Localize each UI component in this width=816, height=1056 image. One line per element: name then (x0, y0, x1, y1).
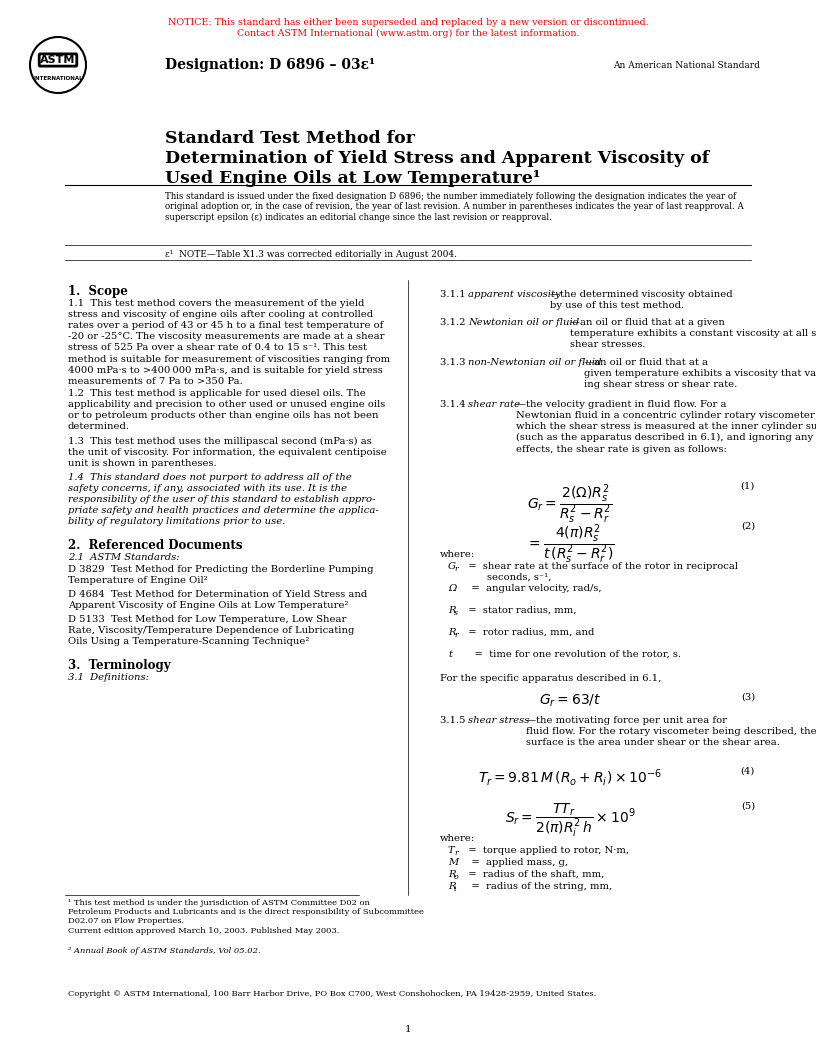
Text: =  radius of the string, mm,: = radius of the string, mm, (462, 882, 612, 891)
Text: ² Annual Book of ASTM Standards, Vol 05.02.: ² Annual Book of ASTM Standards, Vol 05.… (68, 947, 260, 955)
Text: Designation: D 6896 – 03ε¹: Designation: D 6896 – 03ε¹ (165, 58, 375, 72)
Text: —the motivating force per unit area for
fluid flow. For the rotary viscometer be: —the motivating force per unit area for … (526, 716, 816, 748)
Text: R: R (448, 870, 455, 879)
Text: =  time for one revolution of the rotor, s.: = time for one revolution of the rotor, … (462, 650, 681, 659)
Text: where:: where: (440, 834, 475, 843)
Text: For the specific apparatus described in 6.1,: For the specific apparatus described in … (440, 674, 662, 683)
Text: 1.4  This standard does not purport to address all of the
safety concerns, if an: 1.4 This standard does not purport to ad… (68, 473, 379, 526)
Text: Copyright © ASTM International, 100 Barr Harbor Drive, PO Box C700, West Conshoh: Copyright © ASTM International, 100 Barr… (68, 991, 596, 998)
Text: r: r (454, 849, 458, 857)
Text: =  rotor radius, mm, and: = rotor radius, mm, and (462, 628, 594, 637)
Text: Used Engine Oils at Low Temperature¹: Used Engine Oils at Low Temperature¹ (165, 170, 540, 187)
Text: =  torque applied to rotor, N·m,: = torque applied to rotor, N·m, (462, 846, 629, 855)
Text: This standard is issued under the fixed designation D 6896; the number immediate: This standard is issued under the fixed … (165, 192, 743, 222)
Text: —the velocity gradient in fluid flow. For a
Newtonian fluid in a concentric cyli: —the velocity gradient in fluid flow. Fo… (516, 400, 816, 454)
Text: shear stress: shear stress (468, 716, 530, 725)
Text: —an oil or fluid that at a
given temperature exhibits a viscosity that varies wi: —an oil or fluid that at a given tempera… (584, 358, 816, 390)
Text: =  stator radius, mm,: = stator radius, mm, (462, 606, 576, 615)
Text: shear rate: shear rate (468, 400, 520, 409)
Text: =  applied mass, g,: = applied mass, g, (462, 857, 568, 867)
Text: 1.1  This test method covers the measurement of the yield
stress and viscosity o: 1.1 This test method covers the measurem… (68, 299, 390, 385)
Text: D 3829  Test Method for Predicting the Borderline Pumping
Temperature of Engine : D 3829 Test Method for Predicting the Bo… (68, 565, 374, 585)
Text: ASTM: ASTM (42, 57, 73, 67)
Text: 3.1.5: 3.1.5 (440, 716, 472, 725)
Text: $T_r = 9.81\,M\,(R_o + R_i) \times 10^{-6}$: $T_r = 9.81\,M\,(R_o + R_i) \times 10^{-… (478, 767, 662, 788)
Text: s: s (454, 609, 458, 617)
Text: 3.1.2: 3.1.2 (440, 318, 472, 327)
Text: 1: 1 (405, 1025, 411, 1034)
Text: (2): (2) (741, 522, 755, 531)
Text: 2.1  ASTM Standards:: 2.1 ASTM Standards: (68, 553, 180, 562)
Text: 1.2  This test method is applicable for used diesel oils. The
applicability and : 1.2 This test method is applicable for u… (68, 389, 385, 431)
Text: (4): (4) (741, 767, 755, 776)
Text: D 5133  Test Method for Low Temperature, Low Shear
Rate, Viscosity/Temperature D: D 5133 Test Method for Low Temperature, … (68, 615, 354, 646)
Text: T: T (448, 846, 455, 855)
Text: R: R (448, 882, 455, 891)
Text: 3.  Terminology: 3. Terminology (68, 659, 171, 672)
Text: 3.1.4: 3.1.4 (440, 400, 472, 409)
Text: ¹ This test method is under the jurisdiction of ASTM Committee D02 on
Petroleum : ¹ This test method is under the jurisdic… (68, 899, 424, 935)
Text: An American National Standard: An American National Standard (613, 60, 760, 70)
Text: NOTICE: This standard has either been superseded and replaced by a new version o: NOTICE: This standard has either been su… (167, 18, 649, 38)
Text: r: r (454, 631, 458, 639)
Text: $S_r = \dfrac{TT_r}{2(\pi)R_i^2\,h} \times 10^9$: $S_r = \dfrac{TT_r}{2(\pi)R_i^2\,h} \tim… (505, 802, 635, 840)
Text: (3): (3) (741, 693, 755, 702)
Text: R: R (448, 606, 455, 615)
Text: =  radius of the shaft, mm,: = radius of the shaft, mm, (462, 870, 605, 879)
Text: Determination of Yield Stress and Apparent Viscosity of: Determination of Yield Stress and Appare… (165, 150, 709, 167)
Text: r: r (454, 565, 458, 573)
Text: =  shear rate at the surface of the rotor in reciprocal
        seconds, s⁻¹,: = shear rate at the surface of the rotor… (462, 562, 738, 582)
Text: =  angular velocity, rad/s,: = angular velocity, rad/s, (462, 584, 601, 593)
Text: where:: where: (440, 550, 475, 559)
Text: Ω: Ω (448, 584, 456, 593)
Text: D 4684  Test Method for Determination of Yield Stress and
Apparent Viscosity of : D 4684 Test Method for Determination of … (68, 590, 367, 610)
Text: 1.3  This test method uses the millipascal second (mPa·s) as
the unit of viscosi: 1.3 This test method uses the millipasca… (68, 437, 387, 468)
Text: non-Newtonian oil or fluid: non-Newtonian oil or fluid (468, 358, 601, 367)
Text: R: R (448, 628, 455, 637)
Text: $G_r = \dfrac{2(\Omega)R_s^2}{R_s^2 - R_r^2}$: $G_r = \dfrac{2(\Omega)R_s^2}{R_s^2 - R_… (527, 482, 613, 526)
Text: —the determined viscosity obtained
by use of this test method.: —the determined viscosity obtained by us… (550, 290, 733, 310)
Text: ASTM: ASTM (40, 55, 76, 65)
Text: $= \dfrac{4(\pi)R_s^2}{t\,(R_s^2 - R_r^2)}$: $= \dfrac{4(\pi)R_s^2}{t\,(R_s^2 - R_r^2… (526, 522, 614, 566)
Text: INTERNATIONAL: INTERNATIONAL (33, 76, 82, 81)
Text: (5): (5) (741, 802, 755, 811)
Text: (1): (1) (741, 482, 755, 491)
Text: —an oil or fluid that at a given
temperature exhibits a constant viscosity at al: —an oil or fluid that at a given tempera… (570, 318, 816, 350)
Text: 3.1.3: 3.1.3 (440, 358, 472, 367)
Text: G: G (448, 562, 456, 571)
Text: Standard Test Method for: Standard Test Method for (165, 130, 415, 147)
Text: apparent viscosity: apparent viscosity (468, 290, 561, 299)
Text: t: t (448, 650, 452, 659)
Text: o: o (454, 873, 459, 881)
Text: Newtonian oil or fluid: Newtonian oil or fluid (468, 318, 579, 327)
Text: 1.  Scope: 1. Scope (68, 285, 128, 298)
Text: 3.1  Definitions:: 3.1 Definitions: (68, 673, 149, 682)
Text: i: i (454, 885, 456, 893)
Text: 2.  Referenced Documents: 2. Referenced Documents (68, 539, 242, 552)
Text: 3.1.1: 3.1.1 (440, 290, 472, 299)
Text: ε¹  NOTE—Table X1.3 was corrected editorially in August 2004.: ε¹ NOTE—Table X1.3 was corrected editori… (165, 250, 457, 259)
Text: $G_r = 63/t$: $G_r = 63/t$ (539, 693, 601, 710)
Text: M: M (448, 857, 459, 867)
